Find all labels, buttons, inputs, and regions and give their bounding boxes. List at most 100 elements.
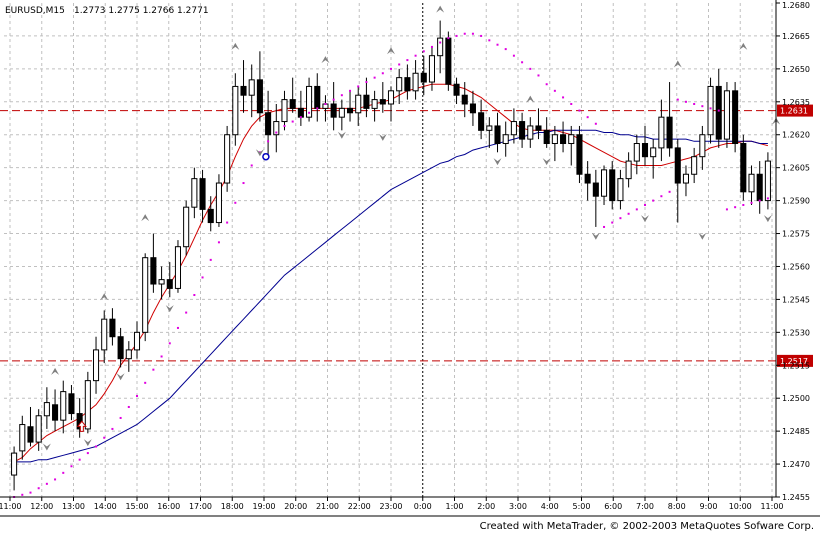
sar-dot (136, 395, 138, 398)
candle (625, 152, 632, 188)
sar-dot (701, 105, 704, 108)
candle-body-bear (117, 336, 124, 360)
candle (109, 308, 116, 346)
y-tick-label: 1.2650 (782, 65, 810, 74)
sar-dot (734, 206, 737, 209)
price-level-label: 1.2631 (780, 107, 808, 116)
candle (633, 134, 640, 175)
sar-dot (250, 164, 253, 167)
candle (207, 196, 214, 232)
sar-dot (717, 109, 720, 112)
candle-body-bear (199, 178, 206, 210)
y-tick-label: 1.2575 (782, 230, 810, 239)
candle (609, 161, 616, 210)
sar-dot (455, 34, 458, 37)
candle (150, 233, 157, 293)
candle (355, 86, 362, 126)
candle (158, 266, 165, 300)
candle (224, 125, 231, 192)
candle (412, 60, 419, 100)
sar-dot (750, 201, 753, 204)
axes-layer: 1.2680 1.2665 1.2650 1.2635 1.2620 1.2605 1.25… (0, 0, 820, 517)
candle-body-bear (297, 107, 304, 118)
candle (306, 77, 313, 122)
fractal-down-marker (165, 305, 174, 313)
fractal-down-marker (42, 443, 51, 451)
sar-dot (504, 48, 507, 51)
sar-dot (242, 182, 245, 185)
fractals-layer (42, 5, 781, 451)
candle-body-bull (183, 206, 190, 248)
x-tick-label: 13:00 (62, 502, 85, 511)
sar-dot (496, 43, 499, 46)
candle (715, 68, 722, 148)
candle-body-bull (527, 125, 534, 140)
candle-body-bear (207, 208, 214, 224)
candle-body-bear (166, 279, 173, 289)
candle (666, 82, 673, 157)
x-tick-label: 11:00 (760, 502, 783, 511)
candle-body-bull (125, 349, 132, 360)
candle-body-bear (404, 77, 411, 92)
candle-body-bull (658, 116, 665, 149)
sar-dot (103, 436, 106, 439)
sar-dot (570, 102, 573, 105)
candle-body-bull (707, 85, 714, 136)
candle (84, 371, 91, 434)
candle-body-bear (609, 169, 616, 202)
x-tick-label: 6:00 (604, 502, 622, 511)
candle-body-bull (412, 72, 419, 92)
sar-dot (209, 258, 212, 261)
candle-body-bear (715, 85, 722, 140)
y-tick-label: 1.2620 (782, 131, 810, 140)
candle (723, 82, 730, 148)
candle-body-bear (363, 94, 370, 109)
sar-dot (185, 311, 188, 314)
sar-dot (70, 465, 73, 468)
y-tick-label: 1.2530 (782, 328, 810, 337)
y-tick-label: 1.2545 (782, 295, 810, 304)
candle (576, 125, 583, 184)
candle-body-bear (330, 103, 337, 118)
y-tick-label: 1.2470 (782, 460, 810, 469)
fractal-down-marker (641, 215, 649, 223)
candle (707, 77, 714, 144)
x-tick-label: 4:00 (541, 502, 559, 511)
grid-layer (4, 3, 776, 497)
candle (101, 310, 108, 364)
fractal-up-marker (673, 60, 682, 68)
candle-body-bear (469, 103, 476, 114)
y-tick-label: 1.2500 (782, 394, 810, 403)
candle (535, 108, 542, 140)
candle-body-bull (764, 160, 771, 202)
candle-body-bull (486, 125, 493, 131)
candle-body-bull (273, 121, 280, 136)
candle-body-bear (674, 147, 681, 184)
sar-dot (406, 59, 409, 62)
candle (60, 380, 67, 434)
sar-dot (709, 107, 712, 110)
horizontal-lines-layer: 1.2631 1.2517 (0, 104, 813, 367)
sar-dot (742, 203, 745, 206)
candle-body-bear (560, 134, 567, 145)
sar-dot (660, 195, 663, 198)
sar-dot (316, 107, 319, 110)
header-ohlc-values: 1.2773 1.2775 1.2766 1.2771 (74, 6, 209, 16)
candle (461, 82, 468, 118)
candle-body-bear (478, 112, 485, 131)
candle (674, 139, 681, 223)
sar-dot (168, 342, 171, 345)
candle (19, 415, 26, 460)
candle (387, 86, 395, 122)
fractal-down-marker (378, 133, 387, 141)
sar-dot (308, 111, 311, 114)
candle (248, 64, 255, 118)
sar-dot (78, 458, 81, 461)
candle (330, 82, 337, 131)
candle-body-bull (84, 380, 91, 430)
y-tick-label: 1.2485 (782, 427, 810, 436)
candle-body-bear (592, 182, 599, 197)
fractal-down-marker (83, 439, 92, 447)
